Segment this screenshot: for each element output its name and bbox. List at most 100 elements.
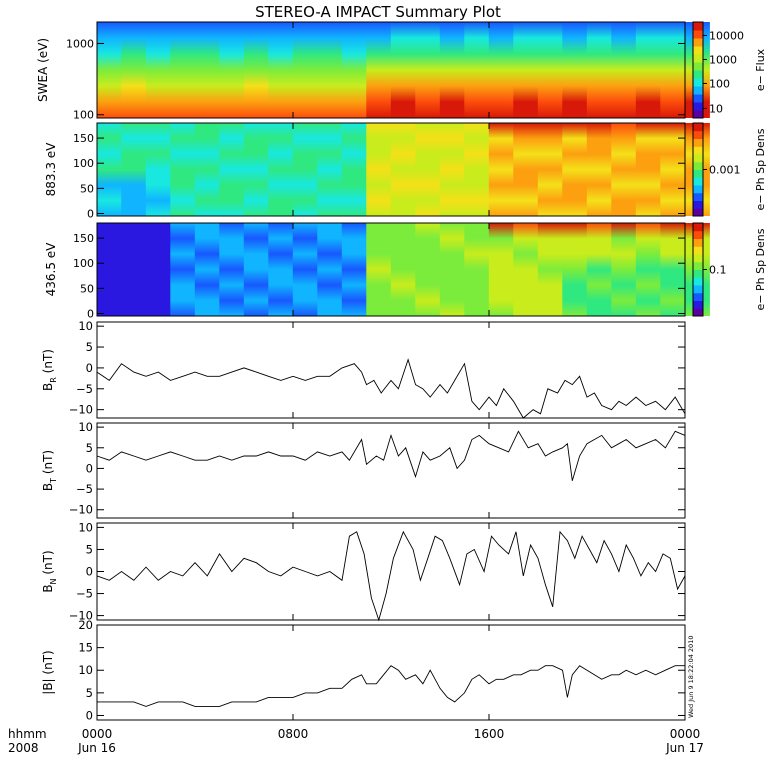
date-tick-label: Jun 16 — [77, 741, 116, 755]
line-panel-bt: −10 −5 0 5 10 BT (nT) — [41, 420, 686, 519]
spectrogram-column — [464, 223, 490, 316]
y-tick-label: 0 — [86, 565, 93, 579]
y-tick-label: 10 — [78, 319, 93, 333]
line-panel-br: −10 −5 0 5 10 BR (nT) — [41, 319, 686, 419]
spectrogram-column — [537, 22, 563, 118]
colorbar-swatch — [693, 254, 703, 263]
colorbar-swatch — [693, 185, 703, 194]
y-axis-label: 883.3 eV — [44, 142, 58, 197]
colorbar-swatch — [693, 192, 703, 201]
y-axis-label-unit: (nT) — [41, 450, 55, 478]
colorbar-swatch — [693, 154, 703, 163]
time-axis-row1-label: hhmm — [8, 727, 47, 741]
y-tick-label: 10 — [78, 663, 93, 677]
spectrogram-column — [611, 123, 637, 216]
spectrogram-column — [219, 22, 245, 118]
colorbar-swatch — [693, 62, 703, 71]
colorbar-swatch — [693, 54, 703, 63]
colorbar-swatch — [693, 161, 703, 170]
y-tick-label: 0 — [86, 708, 93, 722]
spectrogram-column — [145, 22, 171, 118]
y-axis-label: SWEA (eV) — [36, 38, 50, 102]
spectrogram-column — [317, 22, 343, 118]
y-tick-label: 150 — [73, 232, 94, 245]
y-tick-label: −5 — [76, 587, 93, 601]
spectrogram-column — [121, 223, 147, 316]
colorbar: 10 100 1000 10000 e− Flux — [692, 21, 767, 119]
colorbar-swatch — [693, 169, 703, 178]
spectrogram-column — [439, 123, 465, 216]
colorbar-swatch — [693, 30, 703, 39]
y-tick-label: 1000 — [66, 37, 94, 50]
spectrogram-column — [464, 22, 490, 118]
colorbar-swatch — [693, 308, 703, 317]
y-tick-label: 5 — [86, 686, 93, 700]
y-tick-label: 5 — [86, 441, 93, 455]
spectrogram-column — [390, 22, 416, 118]
spectrogram-pad883: 0 50 100 150 883.3 eV 0.001 e− Ph Sp Dens — [44, 122, 767, 220]
y-axis-label-main: B — [41, 483, 55, 491]
spectrogram-column — [96, 223, 122, 316]
y-tick-label: 0 — [87, 307, 94, 320]
colorbar-swatch — [693, 269, 703, 278]
colorbar-swatch — [693, 110, 703, 119]
spectrogram-column — [586, 22, 612, 118]
panel-frame — [96, 122, 686, 217]
y-tick-label: 5 — [86, 340, 93, 354]
spectrogram-column — [121, 123, 147, 216]
colorbar-swatch — [693, 138, 703, 147]
panel-frame — [96, 422, 686, 519]
time-tick-label: 1600 — [474, 727, 505, 741]
time-tick-label: 0000 — [82, 727, 113, 741]
y-axis-label: BT (nT) — [41, 450, 58, 491]
spectrogram-column — [341, 223, 367, 316]
spectrogram-column — [537, 123, 563, 216]
y-tick-label: 150 — [73, 132, 94, 145]
spectrogram-column — [439, 22, 465, 118]
panel-frame — [96, 624, 686, 721]
line-panel-bn: −10 −5 0 5 10 BN (nT) — [41, 520, 686, 623]
colorbar: 0.1 e− Ph Sp Dens — [692, 222, 767, 317]
y-axis-label-subscript: R — [49, 377, 58, 383]
series-line-br — [96, 358, 686, 419]
y-tick-label: −10 — [69, 403, 93, 417]
spectrogram-column — [268, 22, 294, 118]
colorbar-swatch — [693, 208, 703, 217]
spectrogram-column — [170, 123, 196, 216]
y-tick-label: 0 — [87, 207, 94, 220]
y-axis-label: 436.5 eV — [44, 242, 58, 297]
y-tick-label: 100 — [73, 109, 94, 122]
y-axis-label-subscript: N — [49, 578, 58, 584]
spectrogram-column — [292, 22, 318, 118]
y-axis-label-subscript: T — [49, 478, 58, 484]
spectrogram-column — [562, 123, 588, 216]
y-tick-label: 5 — [86, 542, 93, 556]
spectrogram-column — [586, 123, 612, 216]
date-tick-label: Jun 17 — [665, 741, 704, 755]
colorbar-swatch — [693, 285, 703, 294]
y-axis-label: BN (nT) — [41, 550, 58, 592]
series-line-bmag — [97, 665, 685, 707]
colorbar-swatch — [693, 292, 703, 301]
spectrogram-column — [96, 123, 122, 216]
colorbar-swatch — [693, 86, 703, 95]
spectrogram-column — [219, 123, 245, 216]
y-tick-label: 100 — [73, 157, 94, 170]
spectrogram-column — [194, 22, 220, 118]
y-axis-label-main: B — [41, 584, 55, 592]
colorbar-tick-label: 1000 — [709, 53, 737, 66]
spectrogram-swea: 100 1000 SWEA (eV) 10 100 1000 10000 e− Flux — [36, 21, 767, 122]
colorbar-swatch — [693, 78, 703, 87]
spectrogram-column — [317, 123, 343, 216]
spectrogram-column — [635, 22, 661, 118]
panel-frame — [96, 321, 686, 419]
spectrogram-column — [96, 22, 122, 118]
spectrogram-column — [243, 123, 269, 216]
time-tick-label: 0800 — [278, 727, 309, 741]
colorbar-swatch — [693, 70, 703, 79]
y-axis-label: |B| (nT) — [41, 650, 55, 694]
y-axis-label-main: B — [41, 383, 55, 391]
